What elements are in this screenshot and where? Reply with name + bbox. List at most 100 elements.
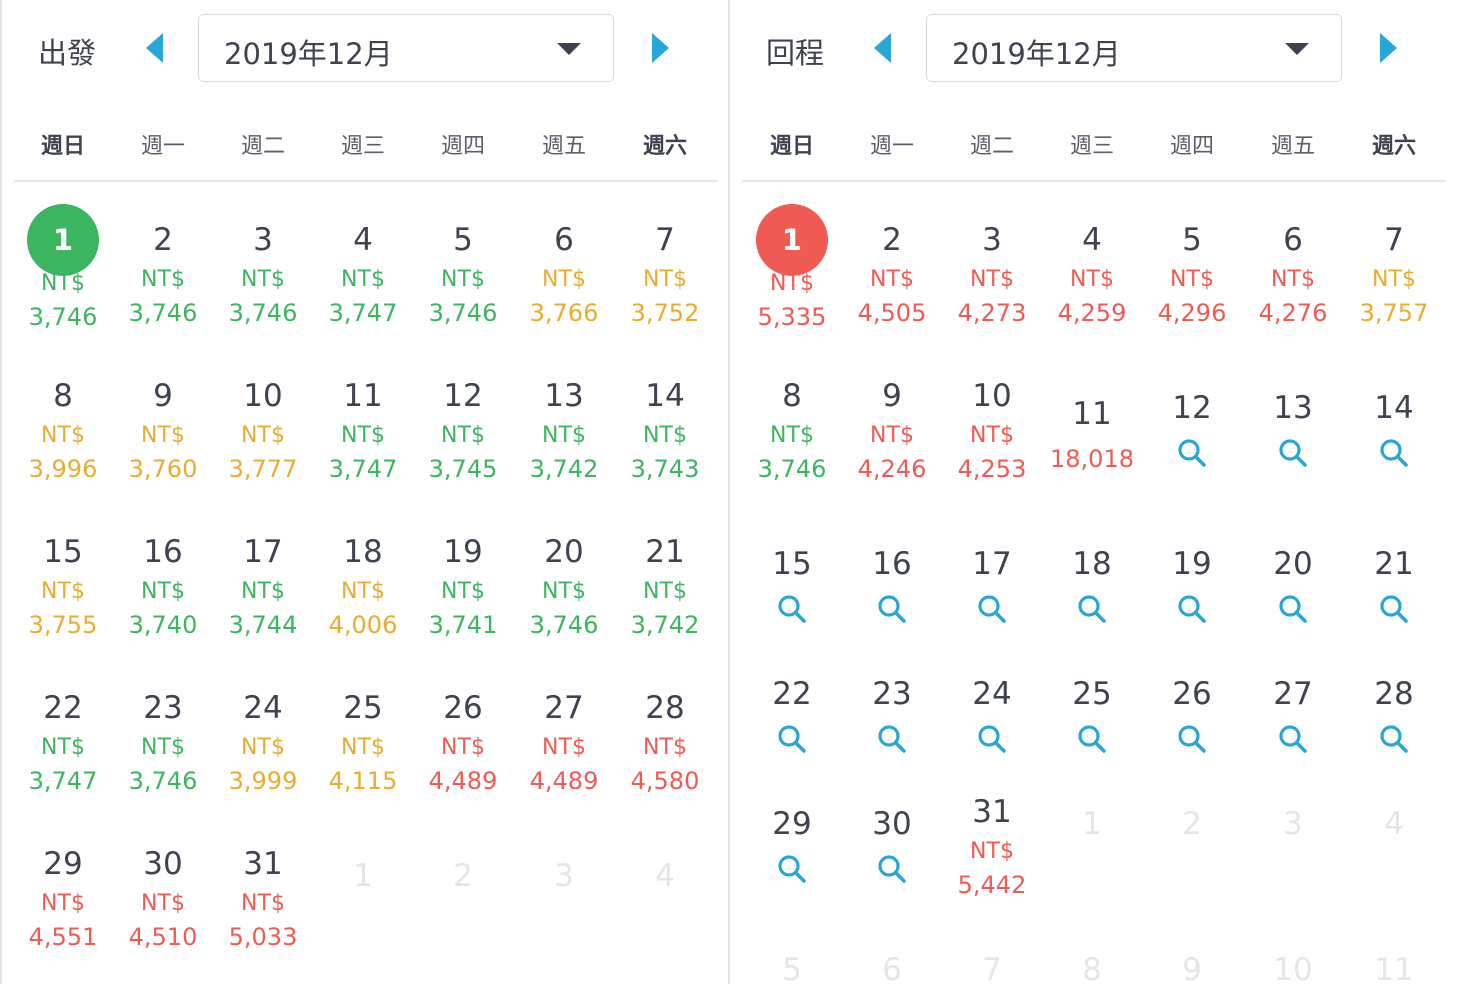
calendar-day[interactable]: 22 <box>742 676 842 756</box>
calendar-day[interactable]: 11 18,018 <box>1042 396 1142 474</box>
day-number: 12 <box>1172 390 1212 426</box>
search-icon <box>978 725 1006 753</box>
day-number: 4 <box>353 222 373 258</box>
price-currency: NT$ <box>542 423 586 448</box>
calendar-day[interactable]: 13 <box>1243 390 1343 470</box>
price-value: 3,747 <box>328 455 398 483</box>
calendar-day[interactable]: 5 NT$ 4,296 <box>1142 222 1242 328</box>
calendar-day[interactable]: 2 NT$ 4,505 <box>842 222 942 328</box>
calendar-day[interactable]: 28 NT$ 4,580 <box>615 690 715 796</box>
day-number: 25 <box>343 690 383 726</box>
calendar-day[interactable]: 26 NT$ 4,489 <box>413 690 513 796</box>
next-month-arrow-icon[interactable] <box>652 33 669 63</box>
calendar-day[interactable]: 24 <box>942 676 1042 756</box>
calendar-day[interactable]: 3 NT$ 4,273 <box>942 222 1042 328</box>
weekday-divider <box>14 180 718 182</box>
calendar-day[interactable]: 21 NT$ 3,742 <box>615 534 715 640</box>
day-number: 1 <box>353 858 373 894</box>
calendar-day[interactable]: 8 NT$ 3,996 <box>13 378 113 484</box>
calendar-day[interactable]: 10 NT$ 3,777 <box>213 378 313 484</box>
next-month-arrow-icon[interactable] <box>1380 33 1397 63</box>
price-currency: NT$ <box>41 423 85 448</box>
calendar-day[interactable]: 20 NT$ 3,746 <box>514 534 614 640</box>
calendar-day[interactable]: 11 NT$ 3,747 <box>313 378 413 484</box>
price-value: 3,746 <box>757 455 827 483</box>
calendar-day[interactable]: 18 NT$ 4,006 <box>313 534 413 640</box>
day-number: 27 <box>544 690 584 726</box>
prev-month-arrow-icon[interactable] <box>146 33 163 63</box>
calendar-day[interactable]: 9 NT$ 3,760 <box>113 378 213 484</box>
weekday-label: 週日 <box>40 134 85 159</box>
weekday-label: 週日 <box>769 134 814 159</box>
calendar-day-other-month: 5 <box>742 952 842 988</box>
calendar-day[interactable]: 30 NT$ 4,510 <box>113 846 213 952</box>
calendar-day[interactable]: 27 NT$ 4,489 <box>514 690 614 796</box>
panel-divider <box>728 0 730 984</box>
calendar-day[interactable]: 17 NT$ 3,744 <box>213 534 313 640</box>
calendar-day[interactable]: 25 <box>1042 676 1142 756</box>
calendar-day[interactable]: 15 NT$ 3,755 <box>13 534 113 640</box>
calendar-day[interactable]: 18 <box>1042 546 1142 626</box>
calendar-day[interactable]: 19 <box>1142 546 1242 626</box>
price-currency: NT$ <box>141 267 185 292</box>
weekday-label: 週二 <box>240 134 285 159</box>
calendar-day[interactable]: 30 <box>842 806 942 886</box>
calendar-day[interactable]: 5 NT$ 3,746 <box>413 222 513 328</box>
calendar-day[interactable]: 10 NT$ 4,253 <box>942 378 1042 484</box>
calendar-day[interactable]: 26 <box>1142 676 1242 756</box>
calendar-day[interactable]: 27 <box>1243 676 1343 756</box>
calendar-day[interactable]: 24 NT$ 3,999 <box>213 690 313 796</box>
calendar-day[interactable]: 6 NT$ 4,276 <box>1243 222 1343 328</box>
price-currency: NT$ <box>341 267 385 292</box>
calendar-day[interactable]: 25 NT$ 4,115 <box>313 690 413 796</box>
calendar-day[interactable]: 7 NT$ 3,757 <box>1344 222 1444 328</box>
calendar-day[interactable]: 2 NT$ 3,746 <box>113 222 213 328</box>
return-month-select[interactable]: 2019年12月 <box>926 14 1342 82</box>
calendar-day[interactable]: 12 NT$ 3,745 <box>413 378 513 484</box>
price-value: 4,580 <box>630 767 700 795</box>
prev-month-arrow-icon[interactable] <box>874 33 891 63</box>
price-value: 3,745 <box>428 455 498 483</box>
calendar-day-other-month: 11 <box>1344 952 1444 988</box>
weekday-label: 週三 <box>340 134 385 159</box>
calendar-day[interactable]: 12 <box>1142 390 1242 470</box>
calendar-day[interactable]: 22 NT$ 3,747 <box>13 690 113 796</box>
calendar-day[interactable]: 14 NT$ 3,743 <box>615 378 715 484</box>
calendar-day[interactable]: 3 NT$ 3,746 <box>213 222 313 328</box>
calendar-day[interactable]: 8 NT$ 3,746 <box>742 378 842 484</box>
calendar-day[interactable]: 9 NT$ 4,246 <box>842 378 942 484</box>
calendar-day[interactable]: 28 <box>1344 676 1444 756</box>
calendar-day[interactable]: 16 <box>842 546 942 626</box>
calendar-day[interactable]: 23 <box>842 676 942 756</box>
calendar-day[interactable]: 19 NT$ 3,741 <box>413 534 513 640</box>
calendar-day[interactable]: 4 NT$ 3,747 <box>313 222 413 328</box>
calendar-day[interactable]: 31 NT$ 5,033 <box>213 846 313 952</box>
weekday-label: 週二 <box>969 134 1014 159</box>
calendar-day[interactable]: 1 NT$ 5,335 <box>742 204 842 332</box>
calendar-day[interactable]: 7 NT$ 3,752 <box>615 222 715 328</box>
calendar-day[interactable]: 23 NT$ 3,746 <box>113 690 213 796</box>
calendar-day[interactable]: 13 NT$ 3,742 <box>514 378 614 484</box>
day-number: 10 <box>243 378 283 414</box>
calendar-day[interactable]: 20 <box>1243 546 1343 626</box>
departure-month-select[interactable]: 2019年12月 <box>198 14 614 82</box>
calendar-day[interactable]: 6 NT$ 3,766 <box>514 222 614 328</box>
calendar-day[interactable]: 16 NT$ 3,740 <box>113 534 213 640</box>
calendar-day[interactable]: 4 NT$ 4,259 <box>1042 222 1142 328</box>
calendar-day-other-month: 4 <box>1344 806 1444 842</box>
calendar-day[interactable]: 21 <box>1344 546 1444 626</box>
calendar-day[interactable]: 14 <box>1344 390 1444 470</box>
departure-header: 出發 2019年12月 <box>0 14 728 82</box>
calendar-day[interactable]: 17 <box>942 546 1042 626</box>
search-icon <box>878 725 906 753</box>
day-number: 22 <box>772 676 812 712</box>
calendar-day[interactable]: 29 <box>742 806 842 886</box>
calendar-day[interactable]: 29 NT$ 4,551 <box>13 846 113 952</box>
calendar-day[interactable]: 15 <box>742 546 842 626</box>
calendar-day[interactable]: 1 NT$ 3,746 <box>13 204 113 332</box>
day-number: 16 <box>143 534 183 570</box>
day-number: 12 <box>443 378 483 414</box>
price-currency: NT$ <box>141 735 185 760</box>
calendar-day[interactable]: 31 NT$ 5,442 <box>942 794 1042 900</box>
day-number: 5 <box>782 952 802 988</box>
